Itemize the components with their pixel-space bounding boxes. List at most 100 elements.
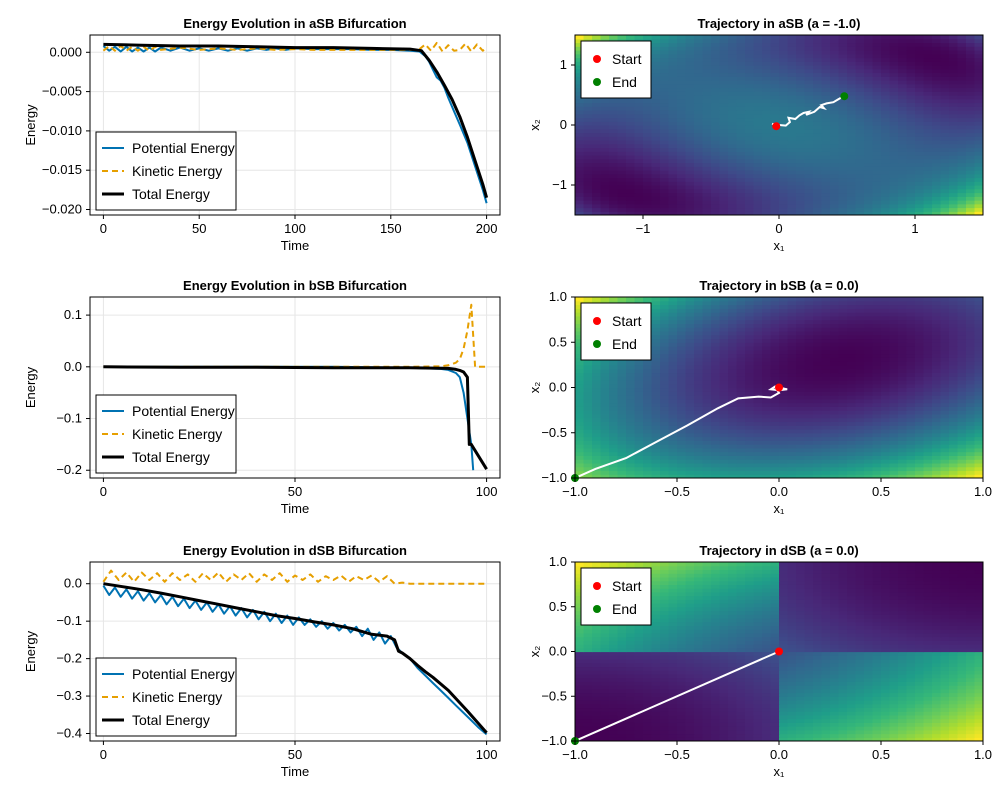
x-tick-label: 1 bbox=[911, 221, 918, 236]
x-tick-label: 0.0 bbox=[770, 747, 788, 762]
legend-label-2: Kinetic Energy bbox=[132, 689, 222, 705]
y-tick-label: −0.2 bbox=[56, 462, 82, 477]
chart-title: Trajectory in dSB (a = 0.0) bbox=[699, 543, 858, 558]
y-tick-label: −1.0 bbox=[541, 733, 567, 748]
legend-box bbox=[580, 40, 652, 99]
y-axis-label: Energy bbox=[23, 366, 38, 408]
legend: Start End bbox=[580, 567, 652, 626]
y-tick-label: −0.010 bbox=[42, 123, 82, 138]
x-tick-label: −1.0 bbox=[562, 484, 588, 499]
trajectory-line bbox=[575, 650, 780, 741]
y-tick-label: 0.1 bbox=[64, 307, 82, 322]
y-tick-label: −0.1 bbox=[56, 613, 82, 628]
legend-box bbox=[95, 657, 237, 737]
panel-1: 0 50 100 150 200 0.000 −0.005 −0.010 −0.015 −0.02… bbox=[23, 16, 501, 253]
y-axis-label: x₂ bbox=[527, 119, 542, 131]
x-tick-label: 0 bbox=[100, 484, 107, 499]
x-tick-label: 0 bbox=[100, 747, 107, 762]
legend-marker-start bbox=[593, 55, 601, 63]
x-tick-label: −1.0 bbox=[562, 747, 588, 762]
start-point bbox=[775, 647, 783, 656]
legend-label-end: End bbox=[612, 601, 637, 617]
y-tick-label: 0.5 bbox=[549, 599, 567, 614]
legend-label-1: Potential Energy bbox=[132, 140, 235, 156]
end-point bbox=[840, 92, 849, 101]
x-tick-label: −0.5 bbox=[664, 747, 690, 762]
y-tick-label: −0.5 bbox=[541, 425, 567, 440]
x-tick-label: 50 bbox=[288, 747, 302, 762]
x-tick-label: −0.5 bbox=[664, 484, 690, 499]
series-line-3 bbox=[103, 365, 488, 470]
y-tick-label: −1.0 bbox=[541, 470, 567, 485]
chart-title: Energy Evolution in aSB Bifurcation bbox=[183, 16, 406, 31]
legend-label-end: End bbox=[612, 74, 637, 90]
start-point bbox=[775, 383, 783, 392]
legend-box bbox=[95, 394, 237, 474]
legend: Start End bbox=[580, 40, 652, 99]
y-tick-label: 1 bbox=[560, 57, 567, 72]
series-line-2 bbox=[102, 569, 487, 585]
legend-label-end: End bbox=[612, 336, 637, 352]
x-tick-label: 1.0 bbox=[974, 747, 992, 762]
legend-marker-start bbox=[593, 582, 601, 590]
panel-4: −1.0 −0.5 0.0 0.5 1.0 −1.0 −0.5 0.0 0.5 1.0 Trajec… bbox=[527, 278, 992, 516]
x-axis-label: x₁ bbox=[774, 501, 786, 516]
legend-label-3: Total Energy bbox=[132, 186, 210, 202]
chart-title: Energy Evolution in bSB Bifurcation bbox=[183, 278, 407, 293]
heatmap bbox=[575, 297, 983, 478]
chart-title: Trajectory in bSB (a = 0.0) bbox=[699, 278, 858, 293]
legend-label-start: Start bbox=[612, 313, 642, 329]
y-tick-label: −0.015 bbox=[42, 162, 82, 177]
legend-label-start: Start bbox=[612, 578, 642, 594]
y-tick-label: 0.0 bbox=[64, 576, 82, 591]
legend-label-2: Kinetic Energy bbox=[132, 426, 222, 442]
x-tick-label: 200 bbox=[476, 221, 498, 236]
x-tick-label: 0.5 bbox=[872, 747, 890, 762]
series-line-2 bbox=[102, 41, 488, 53]
heatmap bbox=[575, 35, 983, 215]
y-axis-label: x₂ bbox=[527, 646, 542, 658]
panel-2: −1 0 1 −1 0 1 Trajectory in aSB (a = -1.0) x₁ x₂… bbox=[527, 16, 984, 253]
y-tick-label: 1.0 bbox=[549, 289, 567, 304]
x-axis-label: Time bbox=[281, 238, 309, 253]
chart-title: Trajectory in aSB (a = -1.0) bbox=[698, 16, 861, 31]
legend-label-3: Total Energy bbox=[132, 712, 210, 728]
legend-marker-start bbox=[593, 317, 601, 325]
legend-marker-end bbox=[593, 78, 601, 86]
legend: Start End bbox=[580, 302, 652, 361]
y-tick-label: 1.0 bbox=[549, 554, 567, 569]
y-tick-label: 0.0 bbox=[549, 644, 567, 659]
y-tick-label: 0.0 bbox=[64, 359, 82, 374]
x-axis-label: Time bbox=[281, 764, 309, 779]
y-tick-label: 0.000 bbox=[49, 44, 82, 59]
y-tick-label: −0.3 bbox=[56, 688, 82, 703]
y-tick-label: −0.005 bbox=[42, 84, 82, 99]
x-tick-label: 0 bbox=[100, 221, 107, 236]
x-axis-label: x₁ bbox=[774, 764, 786, 779]
y-tick-label: 0 bbox=[560, 117, 567, 132]
y-axis-label: Energy bbox=[23, 630, 38, 672]
series-line-3 bbox=[103, 582, 488, 734]
legend-marker-end bbox=[593, 340, 601, 348]
x-tick-label: 1.0 bbox=[974, 484, 992, 499]
trajectory-line bbox=[771, 95, 845, 128]
legend: Potential Energy Kinetic Energy Total Ener… bbox=[95, 131, 237, 211]
y-axis-label: Energy bbox=[23, 104, 38, 146]
x-tick-label: 150 bbox=[380, 221, 402, 236]
x-tick-label: 100 bbox=[284, 221, 306, 236]
panel-3: 0 50 100 0.1 0.0 −0.1 −0.2 Energy Evolution in … bbox=[23, 278, 501, 516]
x-tick-label: 50 bbox=[192, 221, 206, 236]
x-tick-label: 0 bbox=[775, 221, 782, 236]
x-tick-label: 0.5 bbox=[872, 484, 890, 499]
y-tick-label: 0.5 bbox=[549, 334, 567, 349]
legend-label-3: Total Energy bbox=[132, 449, 210, 465]
y-tick-label: −0.020 bbox=[42, 201, 82, 216]
trajectory-line bbox=[575, 385, 788, 478]
start-point bbox=[772, 122, 781, 131]
x-axis-label: x₁ bbox=[774, 238, 786, 253]
legend: Potential Energy Kinetic Energy Total Ener… bbox=[95, 657, 237, 737]
legend-box bbox=[580, 302, 652, 361]
y-tick-label: −0.5 bbox=[541, 688, 567, 703]
x-axis-label: Time bbox=[281, 501, 309, 516]
